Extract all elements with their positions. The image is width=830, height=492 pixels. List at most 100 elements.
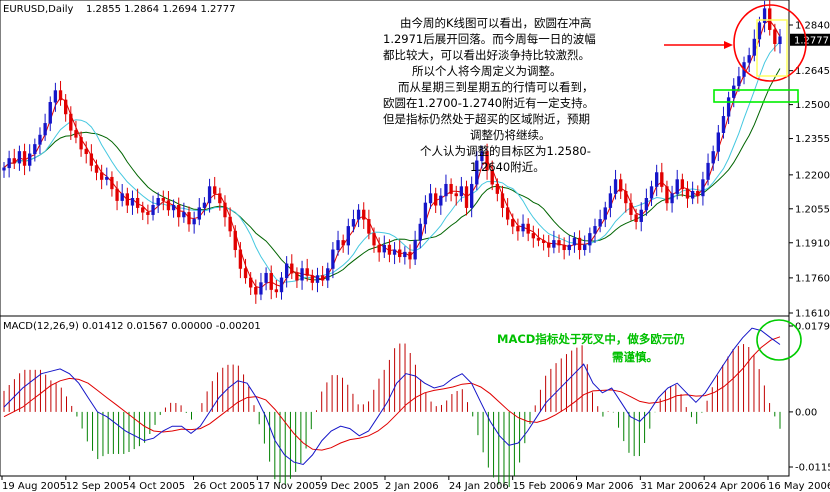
- candle-body: [53, 90, 58, 103]
- candle-body: [382, 244, 386, 253]
- candle-body: [778, 36, 782, 44]
- candle-body: [202, 202, 207, 208]
- candle-body: [249, 277, 253, 288]
- candle-body: [362, 209, 366, 220]
- candle: [639, 202, 643, 232]
- candle: [64, 94, 68, 122]
- symbol-label: EURUSD,Daily: [3, 4, 74, 15]
- candle: [218, 187, 222, 211]
- candle: [17, 145, 22, 171]
- candle-body: [243, 268, 248, 279]
- candle-body: [264, 272, 268, 283]
- candle: [105, 167, 109, 186]
- candle: [675, 169, 679, 200]
- candle: [362, 202, 366, 229]
- candle: [598, 209, 602, 233]
- candle: [726, 91, 731, 125]
- candle: [377, 237, 381, 262]
- candle: [69, 106, 73, 140]
- candle: [773, 23, 777, 52]
- candle: [372, 227, 376, 253]
- candle: [7, 150, 11, 178]
- candle: [685, 181, 690, 208]
- candle: [505, 198, 510, 226]
- annotation-line-10: 1.2640附近。: [470, 160, 545, 174]
- candle: [649, 180, 654, 206]
- candle-body: [387, 244, 392, 255]
- candle: [572, 232, 577, 253]
- ma-slow-line: [3, 68, 781, 281]
- candle: [690, 181, 695, 205]
- ma-mid-line: [3, 41, 781, 284]
- candle-body: [79, 137, 83, 150]
- candle: [341, 234, 345, 253]
- candle: [213, 176, 217, 200]
- candle: [634, 208, 638, 230]
- annotation-line-7: 但是指标仍然处于超买的区域附近，预期: [383, 112, 590, 126]
- date-tick-label: 24 Apr 2006: [704, 481, 766, 492]
- candle: [480, 145, 484, 169]
- candle: [654, 164, 659, 197]
- candle: [367, 209, 371, 240]
- price-tick-label: 1.2055: [795, 204, 830, 215]
- macd-indicator: [3, 327, 781, 487]
- candle: [182, 202, 186, 223]
- candle-body: [665, 186, 669, 204]
- annotation-line-2: 1.2971后展开回落。而今周每一日的波幅: [383, 32, 596, 46]
- candle-body: [43, 123, 47, 136]
- candle: [541, 234, 546, 251]
- candle-body: [423, 202, 428, 225]
- candle: [351, 209, 356, 233]
- candle-body: [598, 219, 602, 227]
- candle-body: [372, 233, 376, 246]
- candle-body: [531, 233, 535, 239]
- candle-body: [701, 179, 705, 197]
- candle: [413, 230, 417, 265]
- candle-body: [17, 151, 22, 164]
- candle: [336, 230, 340, 256]
- candle: [444, 174, 448, 202]
- signal-line: [3, 336, 781, 451]
- candle-body: [690, 190, 695, 199]
- candle-body: [115, 188, 119, 201]
- candle: [670, 185, 674, 213]
- candle: [12, 148, 16, 169]
- candle-body: [331, 249, 335, 269]
- candle-body: [151, 205, 155, 215]
- candle: [264, 267, 268, 291]
- candle-body: [726, 97, 731, 117]
- candle-body: [639, 209, 643, 222]
- candle-body: [547, 242, 551, 248]
- candle: [469, 176, 474, 218]
- candle-body: [526, 223, 530, 234]
- candle: [449, 178, 453, 202]
- candle: [588, 227, 592, 253]
- candle-body: [398, 249, 402, 258]
- candle: [259, 272, 263, 301]
- candle: [593, 218, 597, 243]
- annotation-line-6: 欧圆在1.2700-1.2740附近有一定支持。: [383, 96, 594, 110]
- candle-body: [310, 275, 315, 283]
- candle: [398, 240, 402, 263]
- candle-body: [141, 207, 145, 213]
- annotation-arrow-head: [724, 41, 733, 49]
- candle: [583, 235, 587, 256]
- candle-body: [74, 130, 78, 138]
- candle: [511, 213, 515, 235]
- candle-body: [284, 263, 289, 279]
- candle-body: [295, 272, 299, 281]
- candle: [547, 235, 551, 258]
- candle-body: [161, 198, 165, 201]
- candle: [192, 211, 196, 234]
- candle-body: [187, 212, 191, 225]
- candle: [238, 242, 243, 279]
- candle: [279, 272, 284, 300]
- candle-body: [7, 158, 11, 169]
- candle-body: [269, 272, 273, 290]
- candle-body: [356, 209, 361, 220]
- candle-body: [516, 226, 520, 232]
- candle-body: [593, 226, 597, 234]
- red-highlight-circle: [733, 4, 807, 82]
- candle-body: [511, 219, 515, 227]
- candle-body: [434, 193, 438, 206]
